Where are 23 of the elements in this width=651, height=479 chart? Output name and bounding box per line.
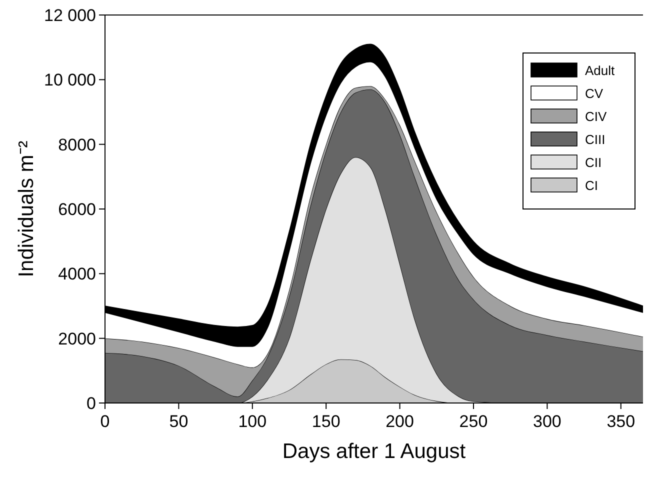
legend-label: CIII (585, 132, 606, 147)
x-tick-label: 250 (459, 412, 488, 431)
legend-label: CIV (585, 109, 607, 124)
y-tick-label: 0 (86, 394, 96, 413)
y-tick-label: 10 000 (44, 70, 96, 90)
x-tick-label: 350 (606, 412, 636, 431)
x-tick-label: 100 (238, 412, 267, 431)
x-tick-label: 0 (100, 412, 110, 431)
x-tick-label: 300 (533, 412, 562, 431)
y-axis-title: Individuals m⁻² (15, 140, 38, 278)
x-tick-label: 200 (386, 412, 414, 431)
x-axis-title: Days after 1 August (282, 440, 466, 463)
legend-label: CII (585, 155, 602, 170)
x-tick-label: 150 (312, 412, 340, 431)
y-tick-label: 12 000 (44, 6, 96, 25)
legend-label: Adult (585, 63, 616, 78)
x-tick-label: 50 (169, 412, 188, 431)
y-tick-label: 8000 (58, 135, 96, 154)
y-tick-label: 6000 (58, 200, 96, 219)
legend-label: CV (585, 86, 604, 101)
legend-label: CI (585, 178, 598, 193)
y-tick-label: 4000 (58, 264, 96, 284)
y-tick-label: 2000 (58, 329, 96, 348)
